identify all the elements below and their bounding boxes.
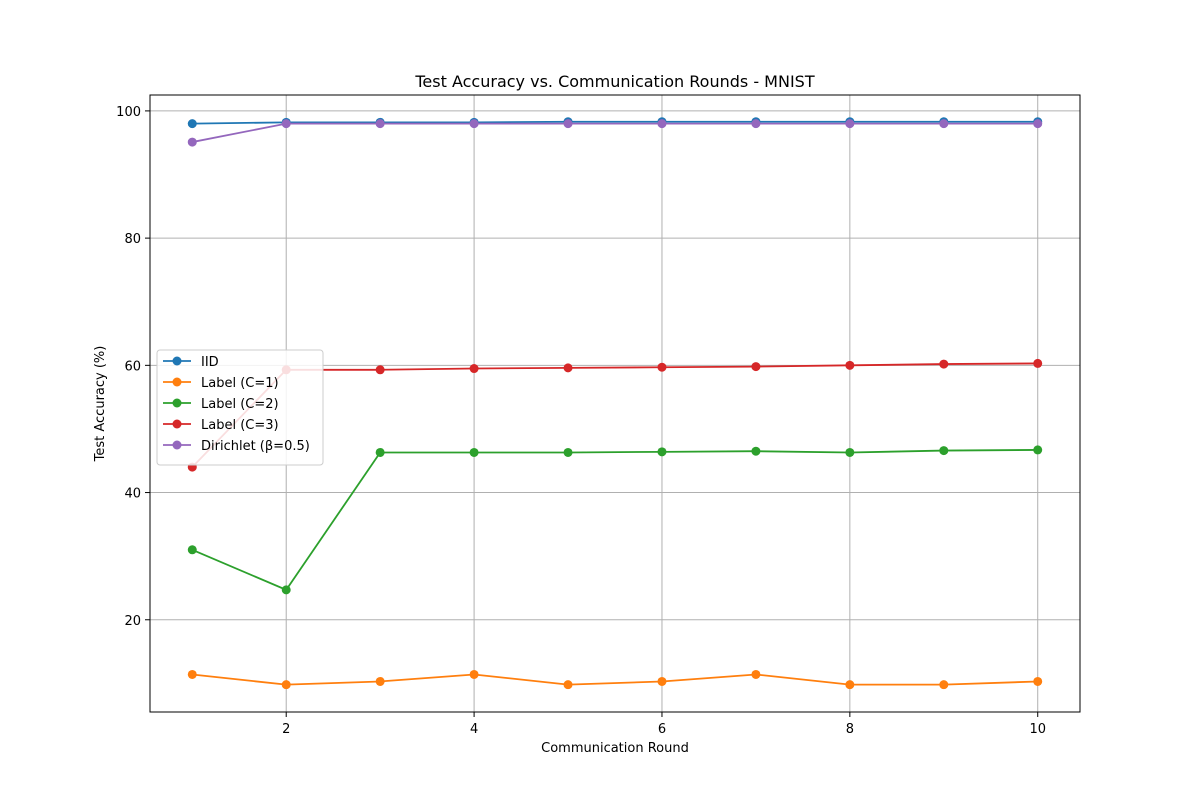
data-point xyxy=(657,119,667,129)
legend-marker xyxy=(172,356,182,366)
data-point xyxy=(845,119,855,129)
x-tick-label: 4 xyxy=(470,722,478,737)
series-line xyxy=(191,449,1038,591)
legend: IID Label (C=1) Label (C=2) Label (C=3) Diri… xyxy=(156,349,324,466)
data-point xyxy=(845,447,855,457)
legend-box xyxy=(156,349,324,466)
data-point xyxy=(751,119,761,129)
legend-label: Dirichlet (β=0.5) xyxy=(201,439,310,454)
y-axis-label: Test Accuracy (%) xyxy=(93,346,108,463)
legend-item: Dirichlet (β=0.5) xyxy=(163,439,310,454)
data-point xyxy=(657,362,667,372)
data-point xyxy=(751,669,761,679)
data-point xyxy=(469,364,479,374)
data-point xyxy=(1033,445,1043,455)
data-point xyxy=(375,447,385,457)
data-point xyxy=(187,119,197,129)
data-point xyxy=(751,362,761,372)
data-point xyxy=(469,447,479,457)
series-line xyxy=(192,122,1038,143)
data-point xyxy=(845,360,855,370)
legend-label: Label (C=2) xyxy=(201,397,279,412)
legend-label: IID xyxy=(201,355,219,370)
data-point xyxy=(1033,119,1043,129)
y-tick-label: 20 xyxy=(124,614,141,629)
y-tick-label: 80 xyxy=(124,232,141,247)
data-point xyxy=(845,680,855,690)
legend-marker xyxy=(172,398,182,408)
legend-label: Label (C=3) xyxy=(201,418,279,433)
x-tick-label: 2 xyxy=(282,722,290,737)
data-point xyxy=(563,363,573,373)
x-tick-label: 8 xyxy=(846,722,854,737)
data-point xyxy=(187,669,197,679)
data-point xyxy=(1033,358,1043,368)
legend-label: Label (C=1) xyxy=(201,376,279,391)
data-point xyxy=(563,447,573,457)
chart-title: Test Accuracy vs. Communication Rounds -… xyxy=(414,72,814,91)
legend-marker xyxy=(172,440,182,450)
x-axis-label: Communication Round xyxy=(541,741,689,756)
legend-item: Label (C=2) xyxy=(163,397,279,412)
data-point xyxy=(939,119,949,129)
series-5 xyxy=(187,119,1043,147)
y-tick-label: 100 xyxy=(116,105,141,120)
data-point xyxy=(187,545,197,555)
data-point xyxy=(281,119,291,129)
data-point xyxy=(281,585,291,595)
data-point xyxy=(657,676,667,686)
y-tick-label: 60 xyxy=(124,359,141,374)
data-point xyxy=(751,446,761,456)
data-point xyxy=(187,137,197,147)
data-point xyxy=(1033,676,1043,686)
data-point xyxy=(469,669,479,679)
data-point xyxy=(281,680,291,690)
y-axis-ticks: 20 40 60 80 100 xyxy=(116,105,150,629)
data-point xyxy=(939,446,949,456)
data-point xyxy=(939,359,949,369)
x-tick-label: 10 xyxy=(1029,722,1046,737)
legend-item: Label (C=1) xyxy=(163,376,279,391)
y-tick-label: 40 xyxy=(124,487,141,502)
data-point xyxy=(375,119,385,129)
series-line xyxy=(192,673,1038,686)
data-point xyxy=(375,676,385,686)
data-point xyxy=(939,680,949,690)
x-axis-ticks: 2 4 6 8 10 xyxy=(282,712,1046,737)
legend-marker xyxy=(172,377,182,387)
legend-marker xyxy=(172,419,182,429)
data-point xyxy=(563,680,573,690)
legend-item: IID xyxy=(163,355,219,370)
legend-item: Label (C=3) xyxy=(163,418,279,433)
series-layer xyxy=(187,117,1043,690)
data-point xyxy=(469,119,479,129)
data-point xyxy=(657,447,667,457)
x-tick-label: 6 xyxy=(658,722,666,737)
plot-frame xyxy=(149,94,1081,713)
data-point xyxy=(375,365,385,375)
data-point xyxy=(563,119,573,129)
series-2 xyxy=(187,669,1043,690)
series-line xyxy=(192,120,1038,125)
series-3 xyxy=(187,445,1043,595)
series-line xyxy=(191,362,1038,468)
